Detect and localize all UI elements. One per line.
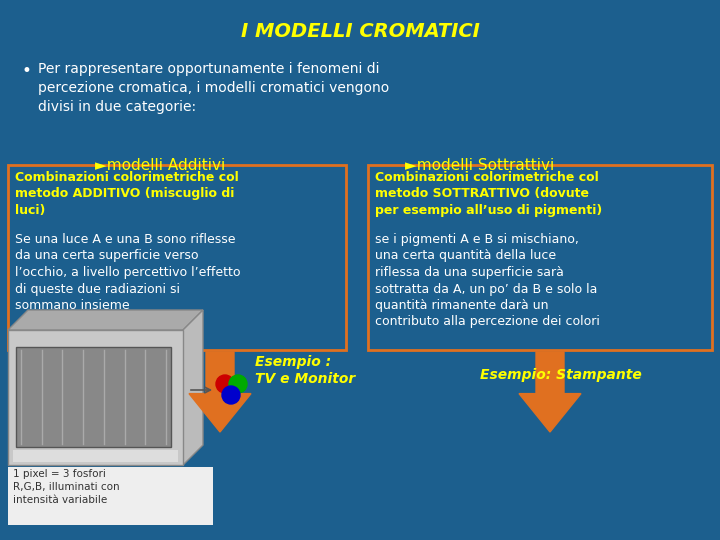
Text: •: • <box>22 62 32 80</box>
Text: Combinazioni colorimetriche col
metodo SOTTRATTIVO (dovute
per esempio all’uso d: Combinazioni colorimetriche col metodo S… <box>375 171 602 217</box>
Text: Se una luce A e una B sono riflesse
da una certa superficie verso
l’occhio, a li: Se una luce A e una B sono riflesse da u… <box>15 233 240 312</box>
Text: Combinazioni colorimetriche col
metodo ADDITIVO (miscuglio di
luci): Combinazioni colorimetriche col metodo A… <box>15 171 239 217</box>
Text: se i pigmenti A e B si mischiano,
una certa quantità della luce
riflessa da una : se i pigmenti A e B si mischiano, una ce… <box>375 233 600 328</box>
Text: Esempio: Stampante: Esempio: Stampante <box>480 368 642 382</box>
Circle shape <box>222 386 240 404</box>
Text: I MODELLI CROMATICI: I MODELLI CROMATICI <box>240 22 480 41</box>
FancyBboxPatch shape <box>8 330 183 465</box>
FancyBboxPatch shape <box>13 450 178 462</box>
Text: ►modelli Sottrattivi: ►modelli Sottrattivi <box>405 158 554 173</box>
Text: ►modelli Additivi: ►modelli Additivi <box>95 158 225 173</box>
Text: 1 pixel = 3 fosfori
R,G,B, illuminati con
intensità variabile: 1 pixel = 3 fosfori R,G,B, illuminati co… <box>13 469 120 505</box>
Circle shape <box>229 375 247 393</box>
FancyBboxPatch shape <box>8 165 346 350</box>
FancyBboxPatch shape <box>16 347 171 447</box>
Polygon shape <box>519 352 581 432</box>
Polygon shape <box>8 310 203 330</box>
Polygon shape <box>189 352 251 432</box>
FancyBboxPatch shape <box>368 165 712 350</box>
FancyBboxPatch shape <box>8 467 213 525</box>
Circle shape <box>216 375 234 393</box>
Text: Esempio :
TV e Monitor: Esempio : TV e Monitor <box>255 355 355 386</box>
Text: Per rappresentare opportunamente i fenomeni di
percezione cromatica, i modelli c: Per rappresentare opportunamente i fenom… <box>38 62 390 114</box>
Polygon shape <box>183 310 203 465</box>
